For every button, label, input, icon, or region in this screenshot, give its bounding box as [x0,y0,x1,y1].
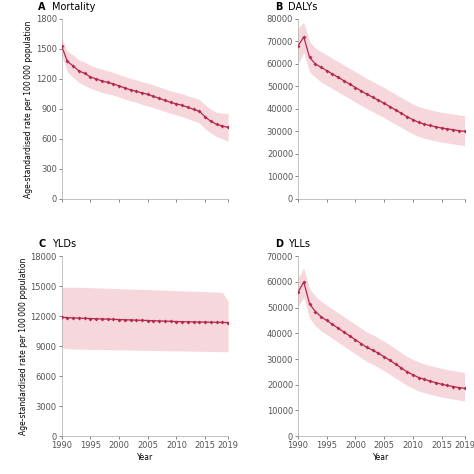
Text: B: B [275,2,282,12]
Y-axis label: Age-standardised rate per 100 000 population: Age-standardised rate per 100 000 popula… [18,257,27,435]
Text: D: D [275,239,283,249]
Text: YLLs: YLLs [288,239,310,249]
Text: C: C [38,239,46,249]
Text: DALYs: DALYs [288,2,318,12]
Text: A: A [38,2,46,12]
Y-axis label: Age-standardised rate per 100 000 population: Age-standardised rate per 100 000 popula… [24,20,33,198]
Text: YLDs: YLDs [52,239,76,249]
X-axis label: Year: Year [373,453,390,462]
X-axis label: Year: Year [137,453,153,462]
Text: Mortality: Mortality [52,2,95,12]
